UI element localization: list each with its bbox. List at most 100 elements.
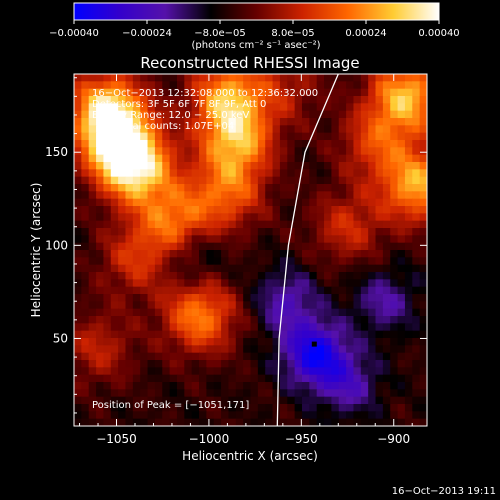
heatmap-cell xyxy=(301,118,310,126)
heatmap-cell xyxy=(81,330,90,339)
heatmap-cell xyxy=(140,132,149,141)
heatmap-cell xyxy=(206,264,215,273)
heatmap-cell xyxy=(324,382,332,390)
heatmap-cell xyxy=(199,206,207,214)
heatmap-cell xyxy=(199,81,207,90)
heatmap-cell xyxy=(110,257,119,266)
heatmap-cell xyxy=(184,235,193,244)
heatmap-cell xyxy=(309,257,318,266)
heatmap-cell xyxy=(118,389,127,398)
heatmap-cell xyxy=(118,382,127,390)
heatmap-cell xyxy=(96,184,105,192)
heatmap-cell xyxy=(162,74,171,82)
heatmap-cell xyxy=(324,294,332,302)
heatmap-cell xyxy=(96,411,105,420)
heatmap-cell xyxy=(412,169,421,178)
heatmap-cell xyxy=(199,301,207,310)
heatmap-cell xyxy=(184,294,193,302)
heatmap-cell xyxy=(147,286,156,295)
heatmap-cell xyxy=(338,191,347,200)
heatmap-cell xyxy=(176,352,185,361)
heatmap-cell xyxy=(228,103,237,112)
heatmap-cell xyxy=(419,374,427,383)
heatmap-cell xyxy=(412,286,421,295)
heatmap-cell xyxy=(213,125,222,134)
heatmap-cell xyxy=(162,96,171,104)
heatmap-cell xyxy=(118,206,127,214)
heatmap-cell xyxy=(397,382,406,390)
heatmap-cell xyxy=(132,110,141,119)
heatmap-cell xyxy=(390,147,399,156)
heatmap-cell xyxy=(257,154,266,163)
heatmap-cell xyxy=(235,382,244,390)
heatmap-cell xyxy=(353,96,362,104)
heatmap-cell xyxy=(390,264,399,273)
heatmap-cell xyxy=(412,242,421,251)
heatmap-cell xyxy=(213,140,222,148)
heatmap-cell xyxy=(103,198,112,207)
heatmap-cell xyxy=(74,110,82,119)
heatmap-cell xyxy=(169,132,178,141)
heatmap-cell xyxy=(375,411,384,420)
x-tick-label: −950 xyxy=(285,432,318,446)
heatmap-cell xyxy=(213,367,222,376)
heatmap-cell xyxy=(316,367,325,376)
heatmap-cell xyxy=(221,272,230,280)
heatmap-cell xyxy=(235,198,244,207)
heatmap-cell xyxy=(287,323,296,332)
heatmap-cell xyxy=(140,418,149,426)
heatmap-cell xyxy=(265,374,274,383)
heatmap-cell xyxy=(404,389,413,398)
heatmap-cell xyxy=(419,154,427,163)
heatmap-cell xyxy=(125,389,134,398)
heatmap-cell xyxy=(110,264,119,273)
heatmap-cell xyxy=(81,294,90,302)
heatmap-cell xyxy=(338,198,347,207)
heatmap-cell xyxy=(316,96,325,104)
heatmap-cell xyxy=(279,176,288,185)
heatmap-cell xyxy=(404,294,413,302)
heatmap-cell xyxy=(382,352,391,361)
heatmap-cell xyxy=(235,264,244,273)
heatmap-cell xyxy=(103,169,112,178)
heatmap-cell xyxy=(375,140,384,148)
heatmap-cell xyxy=(110,316,119,324)
heatmap-cell xyxy=(346,250,355,258)
heatmap-cell xyxy=(382,330,391,339)
heatmap-cell xyxy=(228,301,237,310)
heatmap-cell xyxy=(412,96,421,104)
heatmap-cell xyxy=(257,389,266,398)
heatmap-cell xyxy=(368,147,377,156)
heatmap-cell xyxy=(81,154,90,163)
heatmap-cell xyxy=(250,404,259,412)
heatmap-cell xyxy=(88,345,97,354)
heatmap-cell xyxy=(272,352,281,361)
heatmap-cell xyxy=(88,176,97,185)
heatmap-cell xyxy=(287,191,296,200)
heatmap-cell xyxy=(368,206,377,214)
heatmap-cell xyxy=(199,147,207,156)
heatmap-cell xyxy=(309,279,318,288)
heatmap-cell xyxy=(184,389,193,398)
heatmap-cell xyxy=(324,176,332,185)
heatmap-cell xyxy=(382,88,391,97)
heatmap-cell xyxy=(324,220,332,229)
heatmap-cell xyxy=(353,81,362,90)
heatmap-cell xyxy=(265,250,274,258)
heatmap-cell xyxy=(316,411,325,420)
heatmap-cell xyxy=(353,110,362,119)
heatmap-cell xyxy=(265,360,274,368)
heatmap-cell xyxy=(331,198,340,207)
heatmap-cell xyxy=(221,176,230,185)
heatmap-cell xyxy=(265,81,274,90)
heatmap-cell xyxy=(132,404,141,412)
heatmap-cell xyxy=(338,162,347,170)
heatmap-cell xyxy=(324,118,332,126)
heatmap-cell xyxy=(287,308,296,317)
heatmap-cell xyxy=(338,228,347,236)
heatmap-cell xyxy=(154,132,163,141)
heatmap-cell xyxy=(272,74,281,82)
heatmap-cell xyxy=(316,345,325,354)
heatmap-cell xyxy=(243,213,252,222)
heatmap-cell xyxy=(228,96,237,104)
